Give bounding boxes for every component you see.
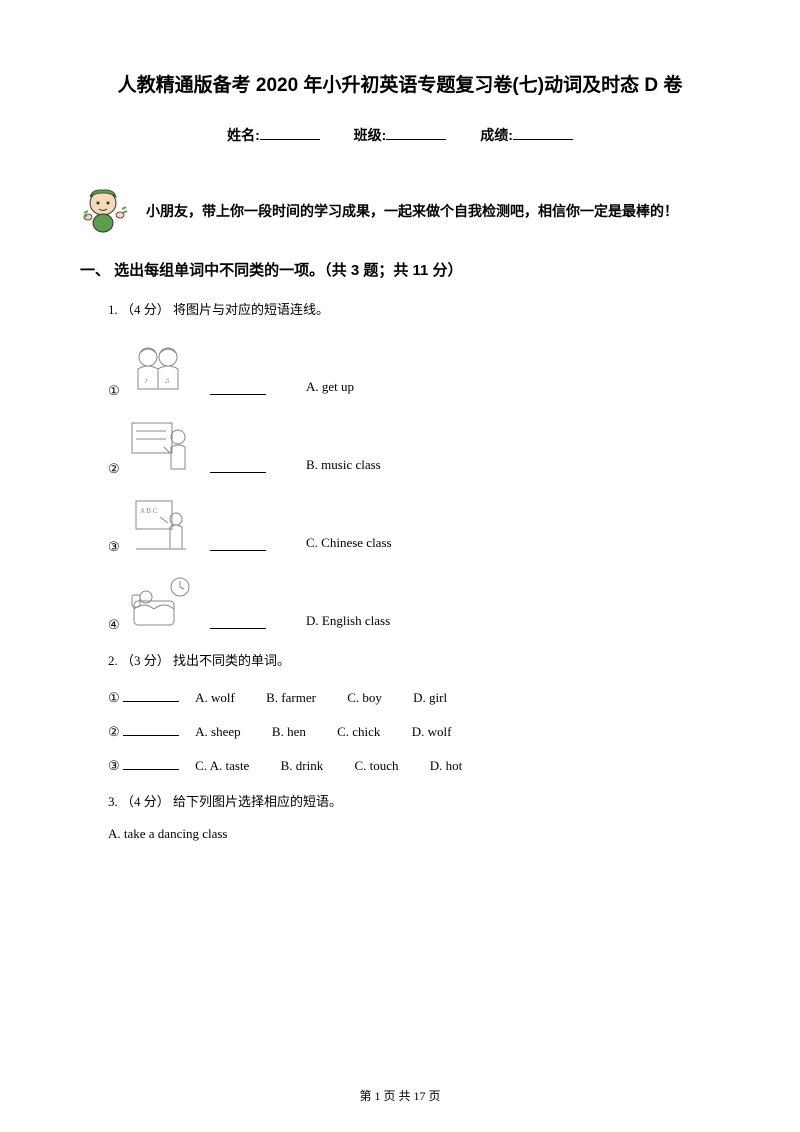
- q2-blank-3[interactable]: [123, 769, 179, 770]
- name-blank[interactable]: [260, 139, 320, 140]
- q1-img-3: A B C: [126, 495, 196, 555]
- q1-opt-d: D. English class: [306, 613, 390, 633]
- svg-text:A B C: A B C: [140, 507, 158, 515]
- class-blank[interactable]: [386, 139, 446, 140]
- q2-1-d: D. girl: [413, 690, 447, 706]
- q1-opt-c: C. Chinese class: [306, 535, 392, 555]
- q2-1-a: A. wolf: [195, 690, 235, 706]
- q1-blank-4[interactable]: [210, 628, 266, 629]
- q2-3-c: C. touch: [354, 758, 398, 774]
- svg-text:♪: ♪: [144, 376, 148, 385]
- q2-num-1: ①: [108, 690, 120, 705]
- q2-3-b: B. drink: [281, 758, 324, 774]
- q2-3-d: D. hot: [430, 758, 463, 774]
- intro-row: 小朋友，带上你一段时间的学习成果，一起来做个自我检测吧，相信你一定是最棒的！: [80, 185, 720, 237]
- score-label: 成绩:: [480, 127, 513, 143]
- q2-2-b: B. hen: [272, 724, 306, 740]
- q2-2-a: A. sheep: [195, 724, 241, 740]
- q2-row-1: ① A. wolf B. farmer C. boy D. girl: [108, 690, 720, 706]
- q2-row-3: ③ C. A. taste B. drink C. touch D. hot: [108, 758, 720, 774]
- q1-row-num: ②: [108, 461, 126, 477]
- q2-stem: 2. （3 分） 找出不同类的单词。: [108, 651, 720, 672]
- q1-row-1: ① ♪ ♫ A. get up: [108, 339, 720, 399]
- q1-row-num: ①: [108, 383, 126, 399]
- q1-opt-b: B. music class: [306, 457, 381, 477]
- q1-img-4: [126, 573, 196, 633]
- q2-2-d: D. wolf: [412, 724, 452, 740]
- section-1-heading: 一、 选出每组单词中不同类的一项。（共 3 题；共 11 分）: [80, 259, 720, 280]
- q2-num-2: ②: [108, 724, 120, 739]
- q1-row-num: ④: [108, 617, 126, 633]
- q2-1-c: C. boy: [347, 690, 382, 706]
- student-info-row: 姓名: 班级: 成绩:: [80, 125, 720, 145]
- page-title: 人教精通版备考 2020 年小升初英语专题复习卷(七)动词及时态 D 卷: [80, 70, 720, 97]
- q1-img-2: [126, 417, 196, 477]
- q1-row-num: ③: [108, 539, 126, 555]
- q2-2-c: C. chick: [337, 724, 380, 740]
- q2-num-3: ③: [108, 758, 120, 773]
- q1-row-3: ③ A B C C. Chinese class: [108, 495, 720, 555]
- q2-1-b: B. farmer: [266, 690, 316, 706]
- q1-row-2: ② B. music class: [108, 417, 720, 477]
- mascot-icon: [80, 185, 132, 237]
- page-footer: 第 1 页 共 17 页: [0, 1087, 800, 1104]
- q1-opt-a: A. get up: [306, 379, 354, 399]
- name-label: 姓名:: [227, 127, 260, 143]
- q3-stem: 3. （4 分） 给下列图片选择相应的短语。: [108, 792, 720, 813]
- q2-row-2: ② A. sheep B. hen C. chick D. wolf: [108, 724, 720, 740]
- q2-3-a: C. A. taste: [195, 758, 249, 774]
- q1-row-4: ④ D. English class: [108, 573, 720, 633]
- q2-blank-2[interactable]: [123, 735, 179, 736]
- q1-blank-1[interactable]: [210, 394, 266, 395]
- q3-opt-a: A. take a dancing class: [108, 824, 720, 845]
- score-blank[interactable]: [513, 139, 573, 140]
- q2-blank-1[interactable]: [123, 701, 179, 702]
- q1-blank-2[interactable]: [210, 472, 266, 473]
- q1-stem: 1. （4 分） 将图片与对应的短语连线。: [108, 300, 720, 321]
- svg-text:♫: ♫: [164, 376, 170, 385]
- intro-text: 小朋友，带上你一段时间的学习成果，一起来做个自我检测吧，相信你一定是最棒的！: [146, 201, 678, 221]
- q1-img-1: ♪ ♫: [126, 339, 196, 399]
- q1-blank-3[interactable]: [210, 550, 266, 551]
- class-label: 班级:: [354, 127, 387, 143]
